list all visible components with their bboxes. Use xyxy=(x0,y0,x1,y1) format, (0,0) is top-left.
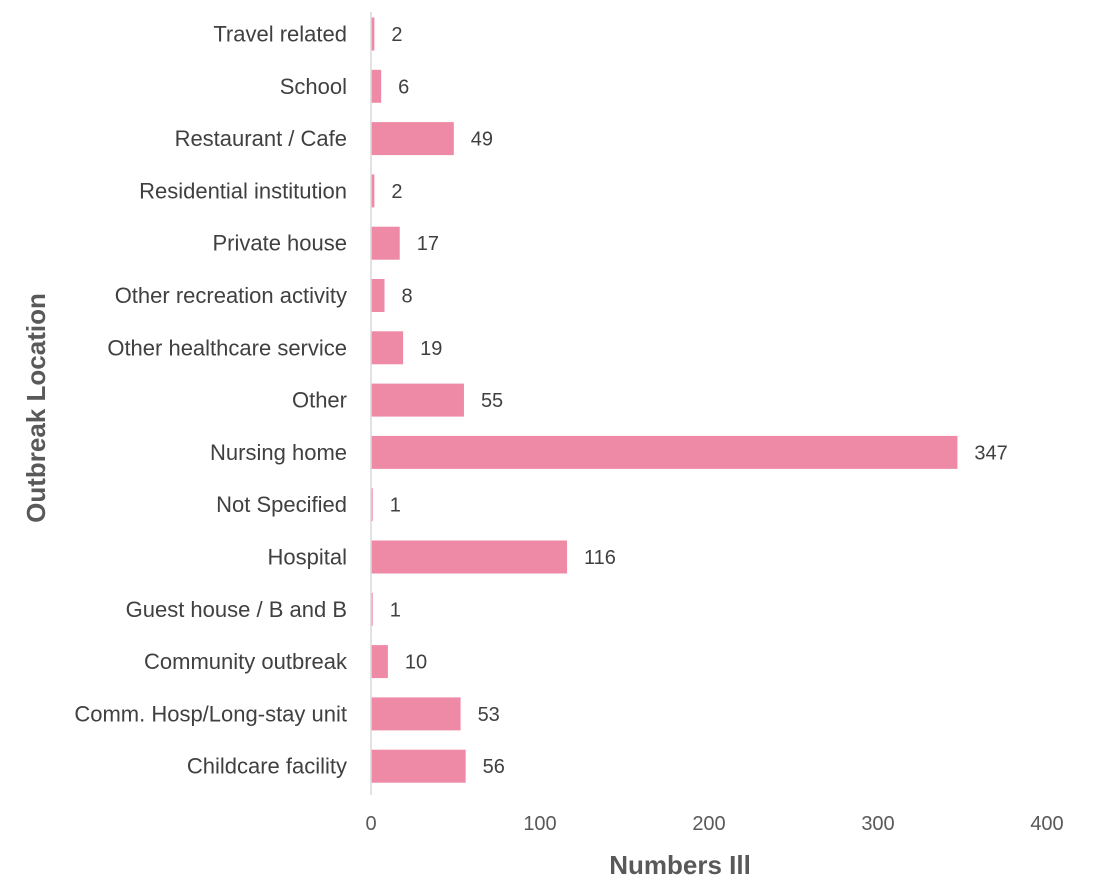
bar xyxy=(371,69,382,103)
x-tick-label: 200 xyxy=(692,813,725,835)
x-axis-title: Numbers Ill xyxy=(609,850,751,880)
bar xyxy=(371,383,464,417)
bar xyxy=(371,592,373,626)
data-label: 53 xyxy=(478,704,500,726)
bar xyxy=(371,645,388,679)
bars-group: 2 6 49 2 17 8 19 55 347 1 116 1 10 53 56 xyxy=(371,17,1008,783)
bar xyxy=(371,540,568,574)
data-label: 116 xyxy=(584,547,616,569)
category-label: Residential institution xyxy=(139,178,347,203)
x-tick-label: 400 xyxy=(1030,813,1063,835)
bar xyxy=(371,17,375,51)
data-label: 347 xyxy=(974,442,1007,464)
category-label: Guest house / B and B xyxy=(126,597,347,622)
bar xyxy=(371,122,454,156)
category-label: Hospital xyxy=(268,545,347,570)
category-label: Travel related xyxy=(213,22,347,47)
x-tick-label: 300 xyxy=(861,813,894,835)
category-label: Childcare facility xyxy=(187,754,347,779)
data-label: 19 xyxy=(420,338,442,360)
category-label: Nursing home xyxy=(210,440,347,465)
category-label: Restaurant / Cafe xyxy=(175,126,347,151)
bar xyxy=(371,749,466,783)
data-label: 1 xyxy=(390,495,401,517)
bar xyxy=(371,435,958,469)
category-label: Private house xyxy=(212,231,347,256)
data-label: 56 xyxy=(483,756,505,778)
category-label: Community outbreak xyxy=(144,649,348,674)
category-label: Not Specified xyxy=(216,492,347,517)
bar xyxy=(371,331,404,365)
bar xyxy=(371,279,385,312)
data-label: 1 xyxy=(390,599,401,621)
y-axis-title: Outbreak Location xyxy=(21,293,51,523)
data-label: 17 xyxy=(417,233,439,255)
x-tick-label: 0 xyxy=(365,813,376,835)
x-tick-label: 100 xyxy=(523,813,556,835)
data-label: 49 xyxy=(471,129,493,151)
data-label: 55 xyxy=(481,390,503,412)
category-label: School xyxy=(280,74,347,99)
data-label: 10 xyxy=(405,652,427,674)
data-label: 2 xyxy=(391,181,402,203)
category-label: Comm. Hosp/Long-stay unit xyxy=(74,701,347,726)
bar xyxy=(371,226,400,260)
bar xyxy=(371,488,373,522)
data-label: 8 xyxy=(402,286,413,308)
bar xyxy=(371,697,461,731)
category-label: Other healthcare service xyxy=(107,335,347,360)
data-label: 2 xyxy=(391,24,402,46)
category-label: Other xyxy=(292,388,347,413)
bar xyxy=(371,174,375,208)
data-label: 6 xyxy=(398,76,409,98)
axes-group: Travel related School Restaurant / Cafe Res… xyxy=(74,12,1064,835)
category-label: Other recreation activity xyxy=(115,283,347,308)
